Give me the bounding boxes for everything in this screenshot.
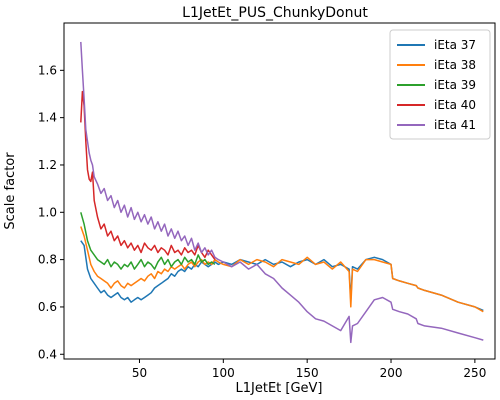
x-axis-label: L1JetEt [GeV] [236,381,323,396]
legend-label: iEta 40 [434,98,476,112]
x-axis: 50 100 150 200 250 [132,359,486,380]
series-lines [80,41,484,344]
y-axis: 0.4 0.6 0.8 1.0 1.2 1.4 1.6 [38,63,64,361]
series-line-3 [80,212,216,270]
y-tick-label: 1.2 [38,158,57,172]
y-tick-label: 0.8 [38,253,57,267]
y-tick-label: 0.4 [38,347,57,361]
y-tick-label: 1.6 [38,63,57,77]
x-tick-label: 100 [212,366,235,380]
chart-title: L1JetEt_PUS_ChunkyDonut [182,5,368,21]
series-line-5 [80,41,484,344]
x-tick-label: 200 [380,366,403,380]
legend-label: iEta 39 [434,78,476,92]
y-tick-label: 0.6 [38,300,57,314]
legend-label: iEta 37 [434,38,476,52]
x-tick-label: 50 [132,366,147,380]
legend-label: iEta 41 [434,118,476,132]
series-line-4 [80,90,216,261]
legend-box [389,29,491,140]
series-line-2 [80,226,484,313]
legend-label: iEta 38 [434,58,476,72]
y-tick-label: 1.4 [38,111,57,125]
y-axis-label: Scale factor [3,152,18,230]
x-tick-label: 150 [296,366,319,380]
legend: iEta 37 iEta 38 iEta 39 iEta 40 iEta 41 [389,29,491,140]
x-tick-label: 250 [463,366,486,380]
y-tick-label: 1.0 [38,205,57,219]
